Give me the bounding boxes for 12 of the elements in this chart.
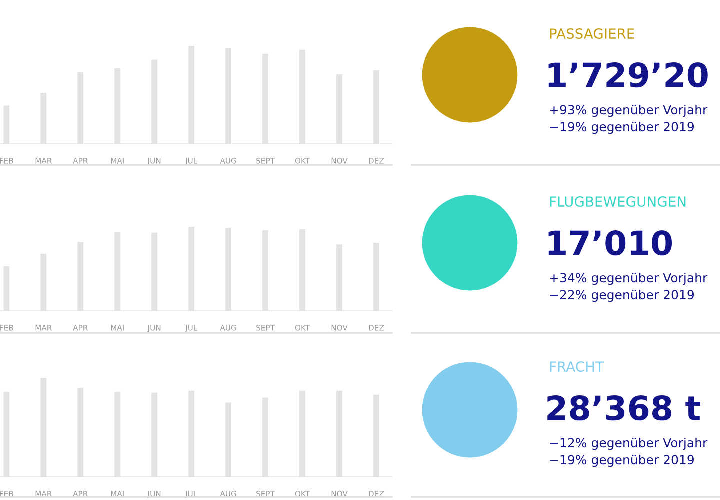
text: +93% gegenüber Vorjahr [550,104,708,118]
text: 17’010 [548,230,672,256]
text: FRACHT [550,362,604,372]
text: +34% gegenüber Vorjahr [550,272,708,286]
text: −19% gegenüber 2019 [550,122,694,134]
text: PASSAGIERE [550,28,634,40]
text: −22% gegenüber 2019 [550,290,694,302]
text: 1’729’20 [548,62,708,88]
text: FLUGBEWEGUNGEN [550,196,686,208]
text: 28’368 t [548,395,700,421]
text: −19% gegenüber 2019 [550,454,694,468]
text: −12% gegenüber Vorjahr [550,438,708,450]
